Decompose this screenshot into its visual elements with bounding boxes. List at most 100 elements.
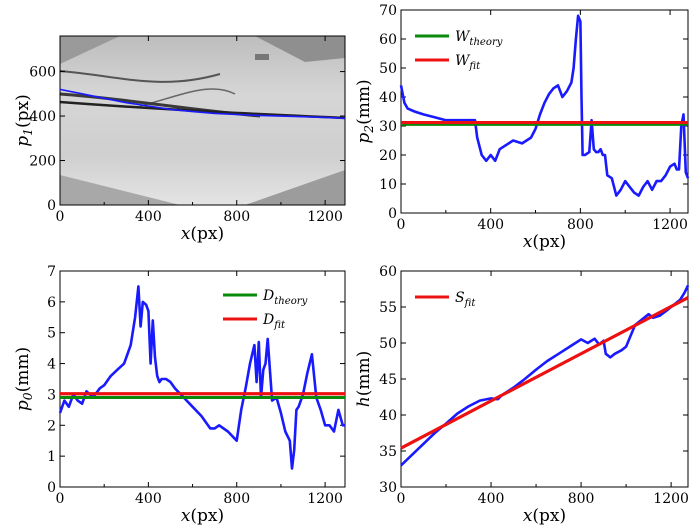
y-axis-label: p1(px) (13, 94, 35, 146)
plot-frame (59, 270, 346, 488)
y-axis-label-unit: (mm) (354, 351, 374, 397)
x-tick-label: 800 (567, 217, 594, 233)
legend-entry-sub: theory (274, 296, 307, 307)
panel-p2: 0 400 800 1200 0 10 20 30 40 50 60 70 x(px) p2(mm) Wth… (354, 3, 690, 252)
y-tick-label: 70 (379, 3, 397, 19)
x-tick-label: 1200 (307, 209, 343, 225)
y-axis-label-sub: 0 (21, 392, 35, 400)
legend-entry: Wfit (455, 53, 481, 72)
x-tick-label: 400 (478, 491, 505, 507)
y-axis-label-main: p (13, 400, 33, 411)
x-axis-label: x(px) (523, 506, 566, 526)
legend-box (408, 19, 532, 77)
photo-shadow (60, 175, 180, 205)
legend-entry: Dtheory (262, 288, 308, 307)
fit-line-front (400, 296, 689, 450)
y-tick-label: 1 (47, 449, 56, 465)
y-tick-label: 40 (379, 90, 397, 106)
x-axis-label-main: x (523, 232, 533, 252)
y-axis-label-main: h (354, 396, 374, 407)
x-tick-label: 0 (397, 491, 406, 507)
legend-entry-sub: fit (468, 61, 481, 72)
x-tick-label: 800 (568, 491, 595, 507)
x-tick-label: 0 (56, 209, 65, 225)
y-tick-label: 50 (379, 336, 397, 352)
x-tick-label: 800 (223, 491, 250, 507)
x-tick-label: 800 (223, 209, 250, 225)
y-axis-label-sub: 1 (21, 128, 35, 136)
y-axis-label-main: p (13, 136, 33, 147)
x-axis-label: x(px) (523, 232, 566, 252)
y-tick-label: 30 (379, 119, 397, 135)
y-tick-label: 200 (29, 154, 56, 170)
x-tick-label: 400 (477, 217, 504, 233)
photo-stroke (59, 70, 221, 83)
data-series-line (58, 285, 345, 470)
y-tick-label: 400 (29, 109, 56, 125)
x-axis-label-unit: (px) (532, 232, 566, 252)
legend-box (216, 278, 340, 336)
y-axis-label-group: p1(px) (13, 94, 35, 146)
y-tick-label: 600 (29, 65, 56, 81)
y-tick-label: 0 (388, 206, 397, 222)
legend-entry-sub: fit (464, 298, 477, 309)
y-axis-label-group: h(mm) (354, 351, 374, 407)
legend-entry-sub: theory (469, 37, 502, 48)
x-axis-label-unit: (px) (532, 506, 566, 526)
x-axis-label-main: x (181, 506, 191, 526)
x-axis-label-main: x (523, 506, 533, 526)
y-tick-label: 5 (47, 326, 56, 342)
y-tick-label: 30 (379, 480, 397, 496)
x-axis-label-unit: (px) (190, 224, 224, 244)
data-series-line (59, 88, 346, 120)
plot-frame (400, 9, 689, 214)
photo-dark-region (255, 36, 345, 62)
x-axis-label: x(px) (181, 224, 224, 244)
y-tick-label: 10 (379, 177, 397, 193)
y-tick-label: 0 (47, 198, 56, 214)
y-axis-label-unit: (mm) (13, 347, 33, 393)
y-axis-label-main: p (354, 133, 374, 144)
legend: Dtheory Dfit (216, 278, 340, 336)
x-axis-label-main: x (181, 224, 191, 244)
legend-entry-main: D (262, 288, 274, 304)
y-tick-label: 60 (379, 32, 397, 48)
x-axis-label-unit: (px) (190, 506, 224, 526)
y-tick-label: 40 (379, 408, 397, 424)
legend-entry-main: D (262, 312, 274, 328)
y-tick-label: 6 (47, 295, 56, 311)
plot-frame (59, 35, 346, 206)
y-tick-label: 4 (47, 357, 56, 373)
y-axis-label: p2(mm) (354, 79, 376, 143)
y-axis-label-group: p0(mm) (13, 347, 35, 411)
legend-entry: Wtheory (455, 29, 503, 48)
y-axis-label-group: p2(mm) (354, 79, 376, 143)
x-tick-label: 400 (135, 209, 162, 225)
x-tick-label: 0 (56, 491, 65, 507)
y-tick-label: 45 (379, 372, 397, 388)
legend-entry-main: W (455, 53, 471, 69)
x-tick-label: 1200 (653, 491, 689, 507)
y-axis-label: h(mm) (354, 351, 374, 407)
legend-entry-main: W (455, 29, 471, 45)
photo-mark (255, 54, 269, 60)
data-series-line (400, 284, 690, 467)
data-series-line (399, 14, 690, 197)
photo-dark-corner (60, 36, 120, 64)
y-tick-label: 0 (47, 480, 56, 496)
photo-background (60, 36, 345, 205)
legend-entry-main: S (455, 290, 465, 306)
y-tick-label: 2 (47, 418, 56, 434)
legend-entry: Sfit (455, 290, 476, 309)
y-axis-label-sub: 2 (362, 125, 376, 134)
y-axis-label-unit: (mm) (354, 79, 374, 125)
x-axis-label: x(px) (181, 506, 224, 526)
y-axis-label-unit: (px) (13, 94, 33, 128)
panel-h: 0 400 800 1200 30 35 40 45 50 55 60 x(px) h(mm) Sfit (354, 264, 690, 526)
legend-entry: Dfit (262, 312, 286, 331)
y-tick-label: 20 (379, 148, 397, 164)
x-tick-label: 400 (135, 491, 162, 507)
